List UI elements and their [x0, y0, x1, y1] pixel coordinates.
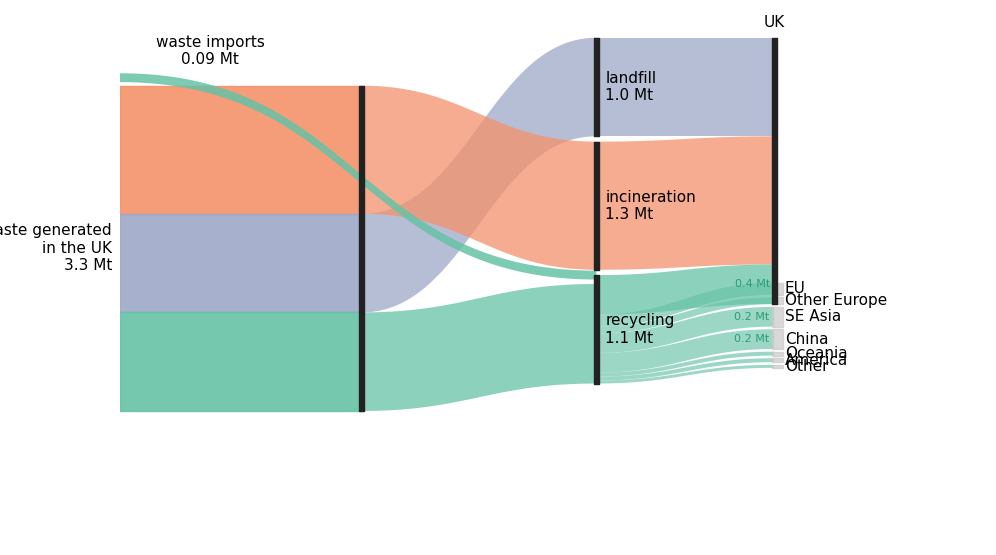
Text: Oceania: Oceania: [785, 346, 848, 361]
Text: incineration
1.3 Mt: incineration 1.3 Mt: [606, 189, 696, 222]
Polygon shape: [597, 137, 774, 270]
Polygon shape: [362, 38, 597, 312]
Polygon shape: [597, 297, 774, 333]
Text: China: China: [785, 332, 829, 347]
Text: Other Europe: Other Europe: [785, 293, 887, 308]
Polygon shape: [597, 307, 774, 353]
Text: EU: EU: [785, 281, 806, 296]
Polygon shape: [597, 352, 774, 377]
Text: waste imports
0.09 Mt: waste imports 0.09 Mt: [156, 35, 265, 67]
Polygon shape: [597, 264, 774, 315]
Polygon shape: [597, 283, 774, 326]
Text: 0.2 Mt: 0.2 Mt: [734, 334, 770, 344]
Polygon shape: [597, 38, 774, 137]
Text: America: America: [785, 353, 849, 368]
Polygon shape: [362, 284, 597, 411]
Polygon shape: [597, 365, 774, 384]
Polygon shape: [120, 73, 597, 280]
Text: recycling
1.1 Mt: recycling 1.1 Mt: [606, 313, 675, 346]
Text: waste generated
in the UK
3.3 Mt: waste generated in the UK 3.3 Mt: [0, 224, 112, 273]
Text: Other: Other: [785, 359, 829, 374]
Polygon shape: [597, 358, 774, 381]
Text: SE Asia: SE Asia: [785, 309, 842, 324]
Polygon shape: [362, 85, 597, 270]
Polygon shape: [597, 329, 774, 373]
Text: 0.4 Mt: 0.4 Mt: [735, 279, 771, 289]
Text: landfill
1.0 Mt: landfill 1.0 Mt: [606, 71, 656, 103]
Text: 0.2 Mt: 0.2 Mt: [734, 312, 770, 322]
Text: UK: UK: [764, 15, 785, 30]
